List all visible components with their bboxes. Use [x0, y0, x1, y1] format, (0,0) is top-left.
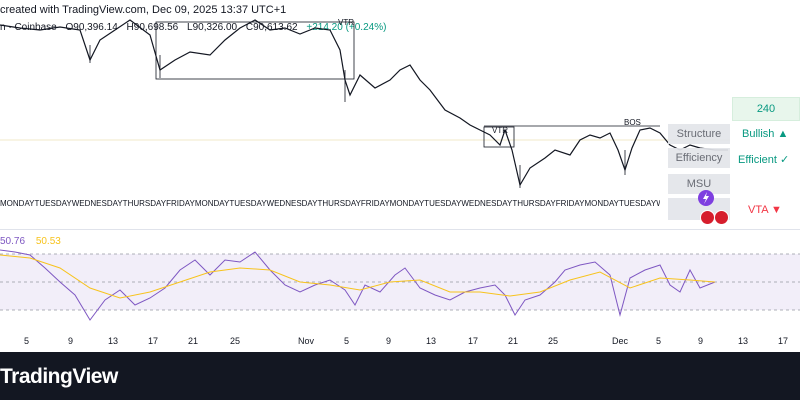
rsi-value: 50.76: [0, 236, 26, 247]
x-tick: 17: [778, 336, 789, 346]
rsi-ma-value: 50.53: [35, 236, 61, 247]
msu-box: MSU: [668, 174, 730, 194]
x-tick: 21: [188, 336, 199, 346]
low-value: L90,326.00: [187, 22, 238, 33]
x-tick: 25: [230, 336, 241, 346]
vtr-box-top: [155, 21, 355, 80]
x-tick: 21: [508, 336, 519, 346]
efficient-label: Efficient ✓: [738, 154, 790, 166]
ohlc-legend: n · Coinbase O90,396.14 H90,698.56 L90,3…: [0, 22, 392, 33]
close-value: C90,613.62: [245, 22, 298, 33]
x-tick: 13: [738, 336, 749, 346]
x-tick: Dec: [612, 336, 629, 346]
vtr-label-top: VTR: [338, 18, 354, 27]
rsi-ma-line: [0, 254, 716, 299]
change-value: +214.20 (+0.24%): [306, 22, 387, 33]
rsi-chart[interactable]: [0, 230, 800, 330]
x-tick: 5: [344, 336, 350, 346]
x-tick: 17: [148, 336, 159, 346]
candle-wicks: [89, 45, 626, 188]
day-label-row: MONDAYTUESDAYWEDNESDAYTHURSDAYFRIDAYMOND…: [0, 199, 660, 208]
lightning-icon[interactable]: [698, 190, 714, 206]
x-tick: 13: [108, 336, 119, 346]
x-tick: 9: [698, 336, 704, 346]
x-tick: 17: [468, 336, 479, 346]
symbol-label[interactable]: n · Coinbase: [0, 22, 57, 33]
price-tag: 240: [732, 97, 800, 121]
efficiency-box: Efficiency: [668, 148, 730, 168]
footer-bar: TradingView: [0, 352, 800, 400]
x-tick: 13: [426, 336, 437, 346]
created-text: created with TradingView.com, Dec 09, 20…: [0, 4, 287, 16]
flag-icon-2: [714, 210, 729, 225]
bullish-label: Bullish ▲: [742, 128, 789, 140]
flag-icon: [700, 210, 715, 225]
x-tick: 25: [548, 336, 559, 346]
x-tick: 5: [24, 336, 30, 346]
vta-label: VTA ▼: [748, 204, 782, 216]
tradingview-logo[interactable]: TradingView: [0, 365, 118, 388]
rsi-legend: 50.76 50.53: [0, 236, 61, 247]
vtr-box-mid: [483, 126, 515, 148]
x-tick: Nov: [298, 336, 315, 346]
x-tick: 9: [68, 336, 74, 346]
price-series: [0, 19, 728, 187]
pane-separator[interactable]: [0, 229, 800, 230]
open-value: O90,396.14: [65, 22, 118, 33]
rsi-line: [0, 249, 716, 321]
vtr-label-mid: VTR: [492, 126, 508, 135]
chart-header: created with TradingView.com, Dec 09, 20…: [0, 0, 800, 20]
x-axis[interactable]: 5 9 13 17 21 25 Nov 5 9 13 17 21 25 Dec …: [0, 332, 800, 350]
x-tick: 9: [386, 336, 392, 346]
price-chart[interactable]: [0, 0, 800, 230]
high-value: H90,698.56: [126, 22, 179, 33]
bos-label: BOS: [624, 118, 641, 127]
structure-box: Structure: [668, 124, 730, 144]
x-tick: 5: [656, 336, 662, 346]
